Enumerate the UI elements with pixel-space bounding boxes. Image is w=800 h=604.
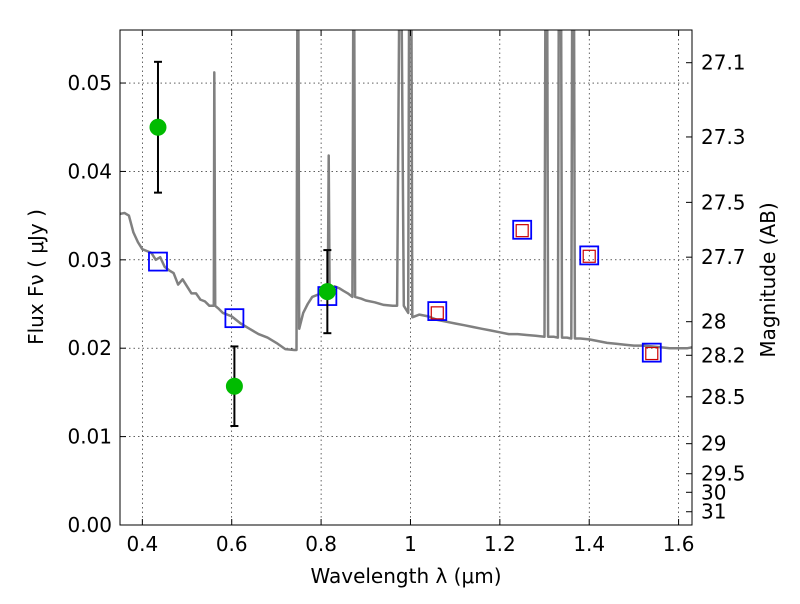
x-axis-label: Wavelength λ (μm) [310, 564, 501, 588]
small-box [515, 224, 529, 238]
small-box [430, 306, 444, 320]
plot-frame [119, 29, 693, 526]
right-tick-label: 30 [701, 480, 726, 504]
x-tick-label: 1.2 [484, 532, 516, 556]
x-tick-label: 0.4 [126, 532, 158, 556]
y-tick-label: 0.04 [67, 159, 112, 183]
grid [120, 30, 692, 525]
right-tick-label: 28 [701, 310, 726, 334]
right-tick-label: 27.7 [701, 245, 746, 269]
small-box [582, 249, 596, 263]
y-tick-label: 0.01 [67, 425, 112, 449]
model-band-box [148, 251, 168, 272]
model-band-box [427, 301, 448, 321]
model-band-box [641, 342, 662, 363]
right-tick-label: 27.3 [701, 125, 746, 149]
y-axis-ticks: 0.00 0.01 0.02 0.03 0.04 0.05 [67, 71, 126, 537]
right-axis-label: Magnitude (AB) [756, 202, 780, 357]
plot-area [120, 30, 692, 427]
x-tick-label: 0.6 [216, 532, 248, 556]
y-axis-label: Flux Fν ( μJy ) [24, 209, 48, 345]
model-band-box [224, 308, 245, 329]
observed-point [225, 377, 243, 395]
y-tick-label: 0.03 [67, 248, 112, 272]
right-tick-label: 31 [701, 500, 726, 524]
right-tick-label: 28.5 [701, 385, 746, 409]
x-tick-label: 1 [404, 532, 417, 556]
x-tick-label: 1.6 [663, 532, 695, 556]
model-band-box [579, 245, 600, 266]
right-tick-label: 27.5 [701, 190, 746, 214]
x-tick-label: 1.4 [573, 532, 605, 556]
x-tick-label: 0.8 [305, 532, 337, 556]
right-tick-label: 28.2 [701, 343, 746, 367]
right-tick-label: 29 [701, 432, 726, 456]
y-tick-label: 0.02 [67, 336, 112, 360]
model-band-box [512, 219, 533, 240]
y-tick-label: 0.00 [67, 513, 112, 537]
right-tick-label: 27.1 [701, 51, 746, 75]
model-spectrum-line [120, 30, 692, 352]
right-tick-label: 29.5 [701, 462, 746, 486]
observed-point [318, 283, 336, 301]
observed-point [149, 118, 167, 136]
y-tick-label: 0.05 [67, 71, 112, 95]
small-box [645, 346, 659, 361]
x-axis-ticks: 0.4 0.6 0.8 1 1.2 1.4 1.6 [126, 30, 695, 556]
